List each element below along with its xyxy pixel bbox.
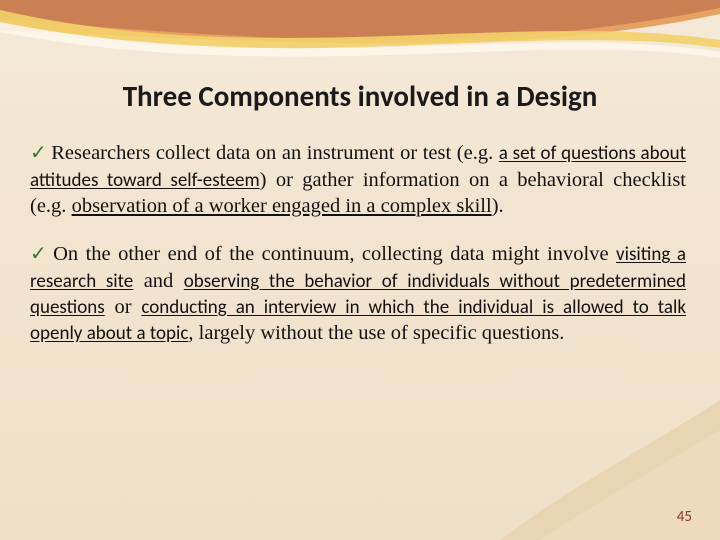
checkmark-icon: ✓	[30, 243, 49, 265]
checkmark-icon: ✓	[30, 142, 47, 164]
body-text: or	[105, 296, 142, 318]
slide-title: Three Components involved in a Design	[0, 78, 720, 114]
body-text: Researchers collect data on an instrumen…	[51, 142, 499, 164]
slide: Three Components involved in a Design ✓R…	[0, 0, 720, 540]
body-text: and	[133, 270, 184, 292]
slide-body: ✓Researchers collect data on an instrume…	[30, 140, 686, 369]
top-decorative-swoosh	[0, 0, 720, 80]
bullet-item: ✓Researchers collect data on an instrume…	[30, 140, 686, 219]
body-text: ).	[492, 195, 504, 217]
page-number: 45	[677, 508, 692, 526]
body-text: , largely without the use of specific qu…	[188, 322, 564, 344]
underlined-text: observation of a worker engaged in a com…	[72, 195, 492, 217]
body-text: On the other end of the continuum, colle…	[53, 243, 616, 265]
bullet-item: ✓On the other end of the continuum, coll…	[30, 241, 686, 347]
